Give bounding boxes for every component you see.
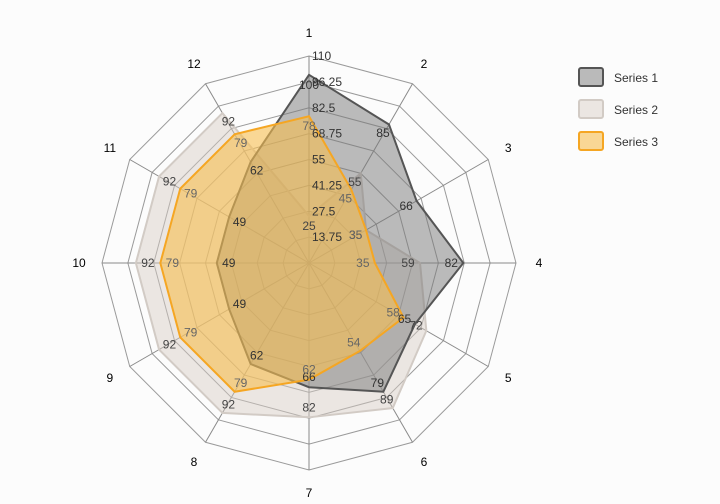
data-label: 49	[233, 297, 247, 311]
category-label: 11	[104, 141, 117, 155]
radial-tick-labels: 13.75 27.5 41.25 55 68.75 82.5 96.25 110	[312, 49, 342, 244]
radial-tick-label: 13.75	[312, 230, 342, 244]
category-label: 3	[505, 141, 512, 155]
category-label: 4	[536, 256, 543, 270]
category-label: 8	[191, 455, 198, 469]
legend-label: Series 3	[614, 135, 658, 149]
radial-tick-label: 68.75	[312, 127, 342, 141]
category-label: 1	[306, 26, 313, 40]
radial-tick-label: 41.25	[312, 178, 342, 192]
radial-tick-label: 82.5	[312, 101, 336, 115]
data-label: 79	[234, 136, 248, 150]
category-label: 9	[106, 371, 113, 385]
legend-label: Series 2	[614, 103, 658, 117]
data-label: 66	[399, 199, 413, 213]
data-label: 92	[222, 115, 236, 129]
data-label: 72	[409, 319, 423, 333]
data-label: 35	[349, 228, 363, 242]
category-label: 6	[421, 455, 428, 469]
data-label: 79	[184, 325, 198, 339]
data-label: 92	[163, 174, 177, 188]
radial-tick-label: 55	[312, 153, 326, 167]
data-label: 65	[398, 312, 412, 326]
category-label: 5	[505, 371, 512, 385]
data-label: 49	[233, 215, 247, 229]
category-label: 10	[72, 256, 86, 270]
legend: Series 1 Series 2 Series 3	[578, 67, 658, 151]
data-label: 79	[234, 376, 248, 390]
data-label: 92	[141, 256, 155, 270]
legend-swatch	[578, 67, 604, 87]
series-area-3	[159, 115, 405, 393]
radial-tick-label: 110	[312, 49, 331, 63]
data-label: 100	[299, 78, 319, 92]
radial-tick-label: 27.5	[312, 204, 336, 218]
data-label: 58	[386, 306, 400, 320]
data-label: 92	[222, 397, 236, 411]
data-label: 49	[222, 256, 236, 270]
data-label: 62	[302, 363, 316, 377]
data-labels: 2555355972898292929292921008566826579666…	[141, 78, 458, 414]
data-label: 78	[302, 119, 316, 133]
data-label: 89	[380, 392, 394, 406]
legend-label: Series 1	[614, 71, 658, 85]
data-label: 79	[184, 187, 198, 201]
data-label: 55	[348, 175, 362, 189]
category-label: 2	[421, 57, 428, 71]
data-label: 92	[163, 338, 177, 352]
category-label: 7	[306, 486, 313, 500]
data-label: 82	[302, 400, 316, 414]
data-label: 82	[445, 256, 459, 270]
data-label: 62	[250, 164, 264, 178]
data-label: 79	[371, 376, 385, 390]
legend-swatch	[578, 131, 604, 151]
data-label: 62	[250, 348, 264, 362]
data-label: 54	[347, 335, 361, 349]
data-label: 45	[339, 191, 353, 205]
data-label: 66	[302, 370, 316, 384]
radar-series	[134, 73, 465, 419]
data-label: 35	[356, 256, 370, 270]
data-label: 59	[401, 256, 415, 270]
radial-tick-label: 96.25	[312, 75, 342, 89]
legend-swatch	[578, 99, 604, 119]
category-label: 12	[187, 57, 201, 71]
data-label: 35	[349, 228, 363, 242]
data-label: 85	[376, 126, 390, 140]
data-label: 25	[302, 219, 316, 233]
data-label: 79	[166, 256, 180, 270]
